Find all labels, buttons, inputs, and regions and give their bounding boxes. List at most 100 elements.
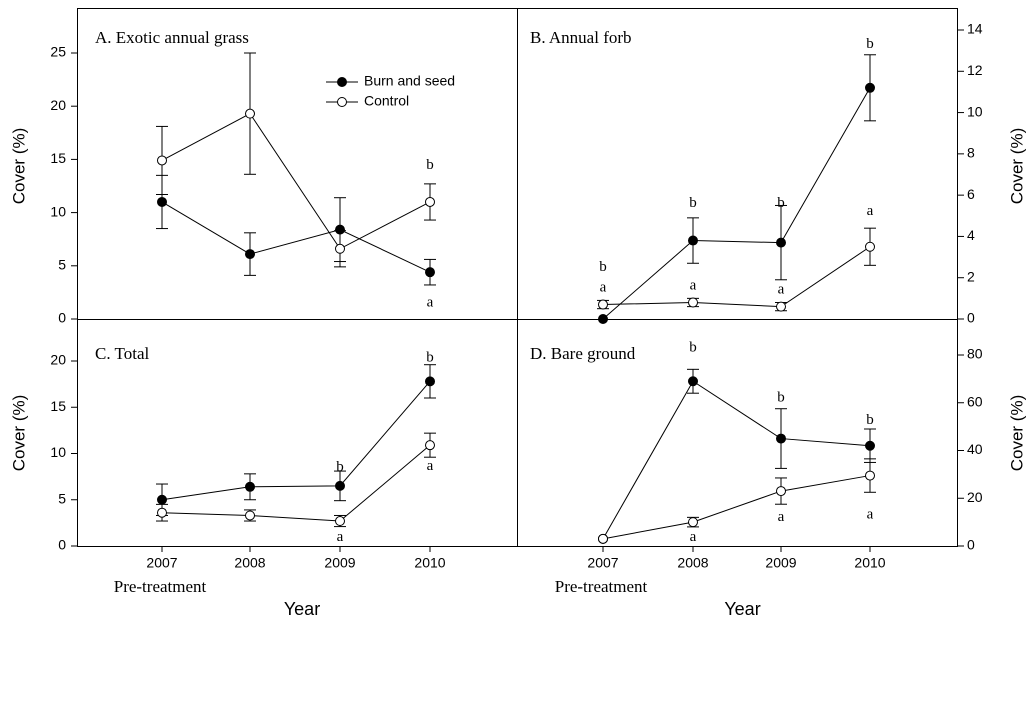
- panel-a-y-tick-label: 25: [50, 44, 66, 60]
- panel-c-x-tick-label: 2010: [414, 555, 445, 571]
- panel-d-y-tick-label: 60: [967, 393, 983, 409]
- panel-d-series-control-point: [598, 533, 608, 544]
- panel-a-y-axis-label: Cover (%): [9, 128, 28, 205]
- panel-c-significance-letter: a: [337, 529, 344, 545]
- panel-d-significance-letter: a: [867, 506, 874, 522]
- panel-d-y-tick-label: 40: [967, 441, 983, 457]
- panel-c-y-tick-label: 0: [58, 537, 66, 553]
- panel-a-series-burn-and-seed-line: [161, 201, 431, 273]
- panel-b-significance-letter: b: [866, 36, 874, 52]
- panel-b-y-tick-label: 2: [967, 268, 975, 284]
- panel-b-significance-letter: a: [778, 282, 785, 298]
- panel-c-series-control-line: [161, 444, 431, 522]
- panel-d-series-burn-and-seed-point: [865, 440, 875, 451]
- panel-c-y-tick-label: 20: [50, 352, 66, 368]
- panel-a-significance-letter: a: [427, 294, 434, 310]
- panel-d-title: D. Bare ground: [530, 344, 636, 363]
- legend-entry: Burn and seed: [364, 73, 455, 89]
- panel-b-y-tick-label: 10: [967, 103, 983, 119]
- panel-d-significance-letter: b: [777, 389, 785, 405]
- panel-b-y-axis-label: Cover (%): [1007, 128, 1026, 205]
- panel-c-series-control-point: [425, 440, 435, 451]
- panel-a-significance-letter: b: [426, 157, 434, 173]
- legend-marker: [337, 77, 347, 87]
- panel-a-series-burn-and-seed-point: [425, 267, 435, 278]
- panel-a-y-tick-label: 5: [58, 257, 66, 273]
- panel-a-series-control-line: [161, 112, 431, 250]
- panel-a-y-tick-label: 10: [50, 203, 66, 219]
- panel-d-y-tick-label: 80: [967, 346, 983, 362]
- panel-c-x-tick-label: 2009: [324, 555, 355, 571]
- panel-a-y-tick-label: 0: [58, 310, 66, 326]
- panel-b-series-burn-and-seed-point: [865, 82, 875, 93]
- panel-c-significance-letter: b: [336, 459, 344, 475]
- panel-b-significance-letter: b: [599, 259, 607, 275]
- panel-b-series-burn-and-seed-line: [602, 87, 871, 320]
- panel-b-series-control-point: [865, 241, 875, 252]
- panel-c-series-control-point: [157, 507, 167, 518]
- panel-d-y-tick-label: 0: [967, 537, 975, 553]
- panel-b-significance-letter: a: [690, 277, 697, 293]
- panel-c-title: C. Total: [95, 344, 149, 363]
- panel-a-series-burn-and-seed-point: [245, 249, 255, 260]
- panel-c-significance-letter: a: [427, 458, 434, 474]
- panel-a-y-tick-label: 20: [50, 97, 66, 113]
- panel-c-series-burn-and-seed-point: [157, 494, 167, 505]
- panel-d-significance-letter: b: [866, 412, 874, 428]
- panel-d-x-tick-label: 2007: [587, 555, 618, 571]
- panel-a-series-burn-and-seed-point: [335, 224, 345, 235]
- panel-b-series-control-line: [602, 246, 871, 308]
- panel-a-series-control-point: [157, 155, 167, 166]
- panel-c-series-burn-and-seed-point: [245, 481, 255, 492]
- panel-b-series-control-point: [598, 299, 608, 310]
- panel-a-title: A. Exotic annual grass: [95, 28, 249, 47]
- panel-d-x-tick-label: 2009: [765, 555, 796, 571]
- panel-b-series-burn-and-seed-point: [598, 314, 608, 324]
- panel-b-y-tick-label: 6: [967, 186, 975, 202]
- panel-d-significance-letter: b: [689, 339, 697, 355]
- panel-d-series-control-point: [688, 517, 698, 528]
- panel-d-y-axis-label: Cover (%): [1007, 395, 1026, 472]
- panel-c-y-tick-label: 15: [50, 398, 66, 414]
- panel-b-series-burn-and-seed-point: [776, 237, 786, 248]
- legend-entry: Control: [364, 93, 409, 109]
- panel-d-significance-letter: a: [778, 509, 785, 525]
- panel-b-y-tick-label: 8: [967, 145, 975, 161]
- panel-b-significance-letter: a: [600, 279, 607, 295]
- panel-c-x-tick-label: 2007: [146, 555, 177, 571]
- panel-b-significance-letter: b: [689, 195, 697, 211]
- panel-c-x-sublabel: Pre-treatment: [114, 577, 207, 596]
- panel-c-series-burn-and-seed-line: [161, 381, 431, 501]
- panel-b-title: B. Annual forb: [530, 28, 632, 47]
- panel-a-y-tick-label: 15: [50, 150, 66, 166]
- panel-b-y-tick-label: 12: [967, 62, 983, 78]
- panel-c-y-axis-label: Cover (%): [9, 395, 28, 472]
- panel-d-series-burn-and-seed-point: [688, 376, 698, 387]
- panel-a-series-control-point: [425, 196, 435, 207]
- panel-b-significance-letter: b: [777, 195, 785, 211]
- panel-d-y-tick-label: 20: [967, 489, 983, 505]
- panel-c-series-burn-and-seed-point: [425, 376, 435, 387]
- panel-b-series-control-point: [776, 301, 786, 312]
- panel-b-y-tick-label: 0: [967, 310, 975, 326]
- panel-a-series-burn-and-seed-point: [157, 196, 167, 207]
- panel-c-x-axis-label: Year: [284, 599, 320, 619]
- panel-c-series-burn-and-seed-point: [335, 480, 345, 491]
- panel-d-x-axis-label: Year: [724, 599, 760, 619]
- panel-c-series-control-point: [245, 510, 255, 521]
- panel-a-series-control-point: [335, 243, 345, 254]
- panel-b-series-control-point: [688, 297, 698, 308]
- panel-c-significance-letter: b: [426, 350, 434, 366]
- panel-a-series-control-point: [245, 108, 255, 119]
- panel-b-y-tick-label: 14: [967, 21, 983, 37]
- panel-c-x-tick-label: 2008: [234, 555, 265, 571]
- panel-d-x-tick-label: 2008: [677, 555, 708, 571]
- panel-d-significance-letter: a: [690, 529, 697, 545]
- panel-b-y-tick-label: 4: [967, 227, 975, 243]
- legend-marker: [337, 97, 347, 107]
- panel-c-series-control-point: [335, 516, 345, 527]
- panel-d-x-tick-label: 2010: [854, 555, 885, 571]
- panel-d-series-control-line: [602, 475, 871, 540]
- panel-d-series-burn-and-seed-point: [776, 433, 786, 444]
- panel-d-series-control-point: [865, 470, 875, 481]
